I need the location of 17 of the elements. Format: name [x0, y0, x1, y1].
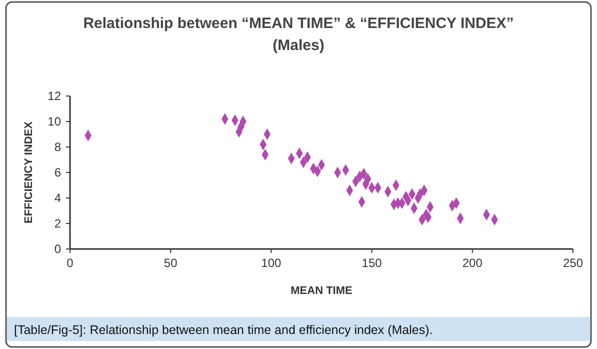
x-tick-label: 100	[261, 256, 282, 270]
y-tick-label: 6	[54, 166, 62, 180]
chart-title: Relationship between “MEAN TIME” & “EFFICIENCY INDEX” (Males)	[83, 15, 514, 54]
text: [Table/Fig-5]: Relationship between mean time and efficiency index (Males).	[14, 323, 433, 337]
x-axis-title: MEAN TIME	[290, 285, 352, 297]
x-tick-label: 150	[362, 256, 382, 270]
x-tick-label: 200	[462, 256, 483, 270]
y-tick-label: 12	[48, 89, 62, 103]
x-tick-label: 0	[66, 256, 74, 270]
x-tick-label: 50	[164, 256, 178, 270]
y-tick-label: 10	[48, 114, 62, 128]
y-axis-title: EFFICIENCY INDEX	[23, 120, 35, 224]
y-tick-label: 8	[54, 140, 62, 154]
y-tick-label: 4	[54, 191, 62, 205]
y-tick-label: 0	[54, 242, 62, 256]
y-tick-label: 2	[54, 216, 62, 230]
x-tick-label: 250	[562, 256, 584, 270]
